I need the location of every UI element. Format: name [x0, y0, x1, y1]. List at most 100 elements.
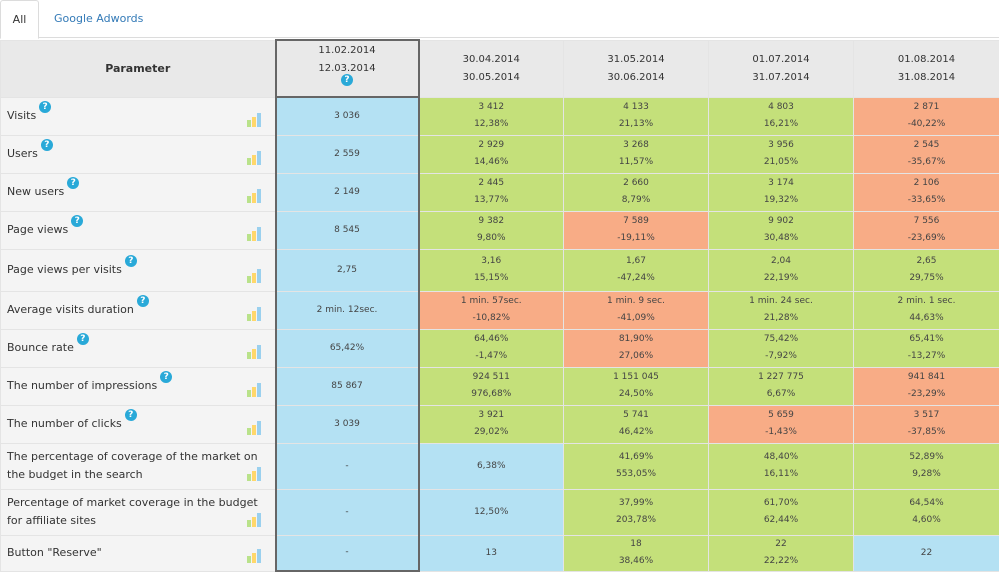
value-cell: 75,42%-7,92% — [709, 329, 854, 367]
parameter-cell: Page views per visits? — [1, 249, 276, 291]
value-cell: 2 min. 1 sec.44,63% — [854, 291, 999, 329]
value-cell: 37,99%203,78% — [564, 489, 709, 535]
cell-value: 2 929 — [420, 137, 564, 154]
period-header: 31.05.2014 30.06.2014 — [564, 40, 709, 97]
value-cell: 1 min. 9 sec.-41,09% — [564, 291, 709, 329]
cell-value: 2 660 — [564, 175, 708, 192]
cell-change-percent: 13,77% — [420, 192, 564, 209]
parameter-cell: Visits? — [1, 97, 276, 135]
value-cell: 61,70%62,44% — [709, 489, 854, 535]
cell-change-percent: 62,44% — [709, 512, 853, 529]
period-end: 31.07.2014 — [709, 69, 853, 87]
help-icon[interactable]: ? — [160, 371, 172, 383]
cell-value: 4 803 — [709, 99, 853, 116]
cell-change-percent: 12,38% — [420, 116, 564, 133]
cell-change-percent: 9,28% — [854, 466, 999, 483]
cell-change-percent: -40,22% — [854, 116, 999, 133]
cell-value: 75,42% — [709, 331, 853, 348]
help-icon[interactable]: ? — [39, 101, 51, 113]
cell-change-percent: 16,21% — [709, 116, 853, 133]
tab-all[interactable]: All — [0, 0, 39, 39]
bar-chart-icon[interactable] — [247, 467, 265, 481]
value-cell: 2 106-33,65% — [854, 173, 999, 211]
table-row: Bounce rate?65,42%64,46%-1,47%81,90%27,0… — [1, 329, 999, 367]
help-icon[interactable]: ? — [125, 409, 137, 421]
cell-change-percent: -37,85% — [854, 424, 999, 441]
base-value-cell: - — [276, 535, 419, 571]
cell-value: 12,50% — [420, 504, 564, 521]
value-cell: 1,67-47,24% — [564, 249, 709, 291]
parameter-label: Average visits duration — [7, 303, 134, 316]
base-value-cell: - — [276, 489, 419, 535]
value-cell: 7 589-19,11% — [564, 211, 709, 249]
value-cell: 5 659-1,43% — [709, 405, 854, 443]
cell-value: 2 545 — [854, 137, 999, 154]
bar-chart-icon[interactable] — [247, 227, 265, 241]
cell-value: 1 min. 24 sec. — [709, 293, 853, 310]
bar-chart-icon[interactable] — [247, 345, 265, 359]
cell-change-percent: 9,80% — [420, 230, 564, 247]
cell-change-percent: -41,09% — [564, 310, 708, 327]
cell-value: 5 659 — [709, 407, 853, 424]
parameter-label: The number of clicks — [7, 417, 122, 430]
help-icon[interactable]: ? — [71, 215, 83, 227]
bar-chart-icon[interactable] — [247, 383, 265, 397]
cell-value: 48,40% — [709, 449, 853, 466]
help-icon[interactable]: ? — [341, 74, 353, 86]
cell-change-percent: 14,46% — [420, 154, 564, 171]
cell-change-percent: 30,48% — [709, 230, 853, 247]
table-row: Average visits duration?2 min. 12sec.1 m… — [1, 291, 999, 329]
bar-chart-icon[interactable] — [247, 151, 265, 165]
parameter-label: Button "Reserve" — [7, 546, 102, 559]
cell-value: 18 — [564, 536, 708, 553]
bar-chart-icon[interactable] — [247, 549, 265, 563]
value-cell: 52,89%9,28% — [854, 443, 999, 489]
cell-value: 64,54% — [854, 495, 999, 512]
cell-change-percent: -19,11% — [564, 230, 708, 247]
parameter-cell: New users? — [1, 173, 276, 211]
bar-chart-icon[interactable] — [247, 421, 265, 435]
cell-change-percent: 11,57% — [564, 154, 708, 171]
value-cell: 48,40%16,11% — [709, 443, 854, 489]
value-cell: 12,50% — [419, 489, 564, 535]
bar-chart-icon[interactable] — [247, 269, 265, 283]
cell-value: 924 511 — [420, 369, 564, 386]
cell-change-percent: -33,65% — [854, 192, 999, 209]
cell-value: 2 445 — [420, 175, 564, 192]
bar-chart-icon[interactable] — [247, 189, 265, 203]
help-icon[interactable]: ? — [77, 333, 89, 345]
cell-value: 41,69% — [564, 449, 708, 466]
tab-bar: All Google Adwords — [0, 0, 999, 38]
bar-chart-icon[interactable] — [247, 307, 265, 321]
value-cell: 7 556-23,69% — [854, 211, 999, 249]
parameter-label: Page views per visits — [7, 263, 122, 276]
help-icon[interactable]: ? — [137, 295, 149, 307]
cell-value: 13 — [420, 545, 564, 562]
period-header: 01.07.2014 31.07.2014 — [709, 40, 854, 97]
help-icon[interactable]: ? — [41, 139, 53, 151]
parameter-cell: Average visits duration? — [1, 291, 276, 329]
bar-chart-icon[interactable] — [247, 113, 265, 127]
tab-google-adwords[interactable]: Google Adwords — [54, 0, 143, 38]
period-start: 01.08.2014 — [854, 51, 999, 69]
cell-value: 65,41% — [854, 331, 999, 348]
cell-change-percent: 21,05% — [709, 154, 853, 171]
bar-chart-icon[interactable] — [247, 513, 265, 527]
cell-value: 3 268 — [564, 137, 708, 154]
parameter-cell: The percentage of coverage of the market… — [1, 443, 276, 489]
help-icon[interactable]: ? — [125, 255, 137, 267]
help-icon[interactable]: ? — [67, 177, 79, 189]
parameter-cell: Page views? — [1, 211, 276, 249]
cell-change-percent: 29,02% — [420, 424, 564, 441]
period-start: 01.07.2014 — [709, 51, 853, 69]
value-cell: 3 517-37,85% — [854, 405, 999, 443]
